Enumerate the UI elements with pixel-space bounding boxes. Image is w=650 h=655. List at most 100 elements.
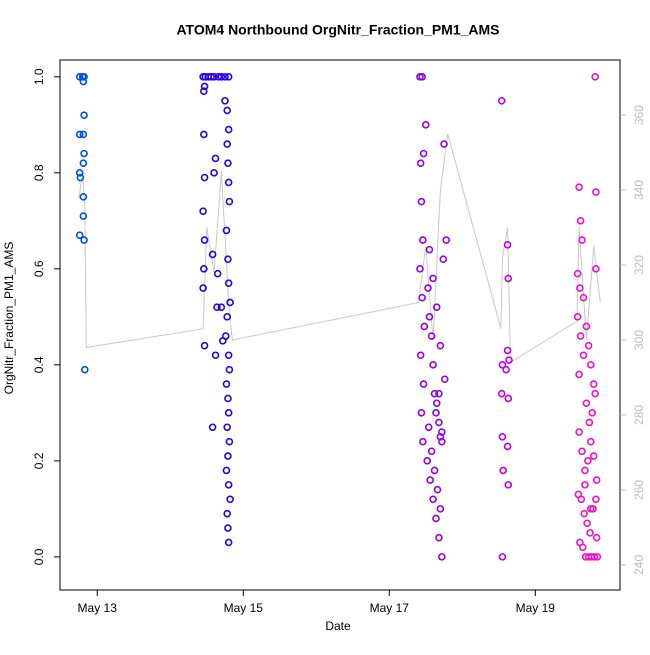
point: [580, 509, 589, 518]
point: [200, 236, 209, 244]
point: [217, 303, 226, 312]
y2-tick-label: 340: [632, 180, 646, 200]
point: [225, 437, 234, 446]
point: [418, 73, 426, 81]
point: [223, 509, 231, 518]
point: [208, 423, 217, 432]
point: [425, 245, 434, 254]
point: [200, 341, 209, 350]
point: [578, 236, 586, 244]
point: [438, 553, 446, 561]
point: [425, 313, 434, 321]
point: [200, 130, 208, 139]
point: [438, 437, 446, 446]
point: [226, 495, 234, 504]
point: [210, 169, 218, 177]
point: [424, 423, 433, 432]
point: [503, 442, 512, 451]
point: [423, 457, 432, 465]
point: [433, 485, 442, 494]
y2-tick-label: 240: [632, 555, 646, 575]
point: [576, 332, 585, 340]
point: [224, 73, 233, 81]
point: [584, 341, 593, 350]
point: [226, 298, 234, 307]
point: [583, 519, 591, 528]
point: [76, 173, 85, 182]
point: [225, 365, 234, 374]
point: [429, 274, 437, 283]
point: [430, 389, 439, 398]
point: [436, 341, 445, 350]
point: [575, 370, 583, 379]
point: [221, 97, 229, 105]
point: [224, 538, 233, 547]
y2-tick-label: 260: [632, 480, 646, 500]
point: [222, 466, 231, 475]
point: [224, 279, 233, 288]
point: [432, 303, 441, 312]
point: [585, 418, 594, 427]
point: [442, 236, 451, 244]
point: [211, 351, 220, 360]
x-tick-label: May 15: [224, 601, 264, 615]
point: [438, 428, 446, 436]
y-tick-label: 0.8: [32, 164, 46, 181]
point: [589, 452, 598, 460]
point: [200, 265, 208, 273]
point: [416, 159, 425, 168]
point: [75, 73, 84, 81]
point: [589, 380, 598, 388]
point: [497, 389, 506, 398]
point: [579, 293, 588, 302]
point: [419, 149, 428, 158]
point: [81, 365, 89, 374]
point: [498, 553, 507, 561]
point: [586, 437, 595, 446]
y-tick-label: 1.0: [32, 68, 46, 85]
point: [224, 178, 233, 187]
point: [224, 159, 232, 168]
point: [432, 409, 440, 417]
x-axis-label: Date: [325, 619, 351, 633]
point: [224, 394, 232, 403]
point: [593, 553, 602, 561]
point: [420, 322, 429, 331]
point: [75, 231, 84, 240]
point: [430, 466, 439, 475]
point: [581, 481, 589, 489]
point: [200, 87, 208, 96]
x-tick-label: May 13: [78, 601, 118, 615]
point: [224, 452, 232, 460]
point: [225, 197, 234, 206]
point: [224, 351, 233, 360]
point: [213, 269, 222, 278]
point: [416, 265, 424, 273]
y-tick-label: 0.4: [32, 356, 46, 373]
point: [504, 274, 513, 283]
point: [224, 125, 233, 134]
point: [590, 553, 599, 561]
point: [417, 197, 426, 206]
point: [223, 313, 231, 321]
point: [576, 217, 585, 225]
point: [79, 77, 88, 86]
point: [223, 423, 231, 432]
point: [426, 476, 434, 484]
point: [435, 418, 443, 427]
point: [200, 82, 209, 91]
point: [592, 476, 601, 484]
x-tick-label: May 19: [516, 601, 556, 615]
x-tick-label: May 17: [370, 601, 410, 615]
point: [221, 73, 229, 81]
point: [432, 514, 440, 523]
point: [579, 351, 588, 360]
point: [208, 250, 217, 259]
point: [424, 284, 432, 292]
point: [427, 447, 436, 456]
point: [582, 322, 591, 331]
point: [427, 332, 436, 340]
point: [504, 394, 513, 403]
point: [221, 332, 230, 340]
point: [504, 481, 513, 489]
